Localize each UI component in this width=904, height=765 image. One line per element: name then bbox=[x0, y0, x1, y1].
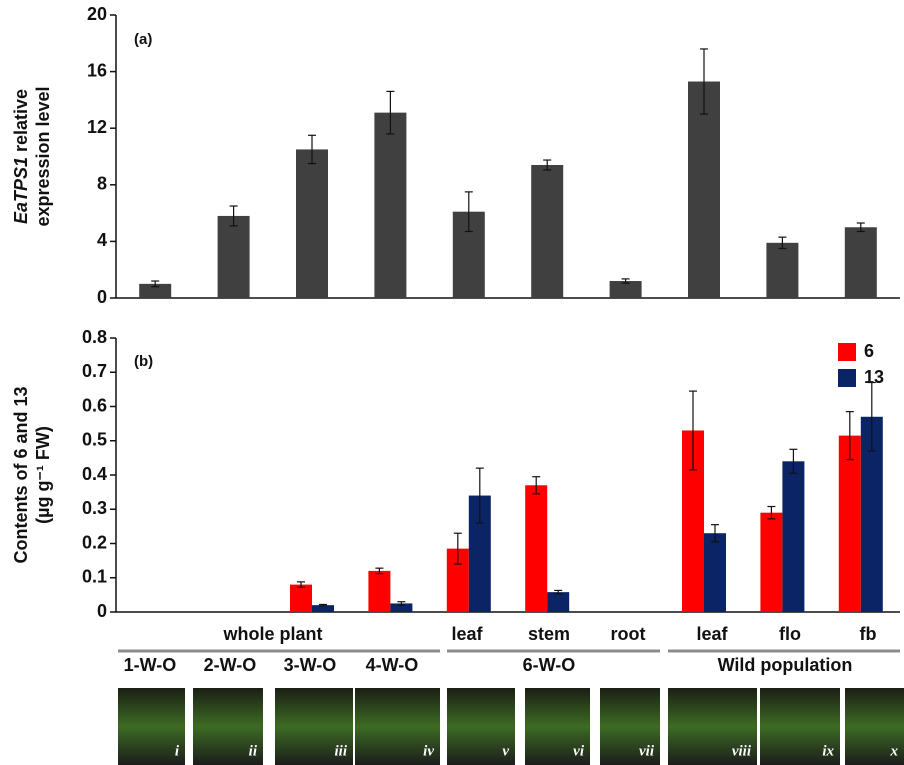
legend-label: 13 bbox=[864, 367, 884, 387]
photo-label: x bbox=[890, 743, 899, 759]
y-axis-label: expression level bbox=[33, 86, 53, 226]
bar bbox=[760, 513, 782, 612]
bar bbox=[704, 533, 726, 612]
y-tick-label: 12 bbox=[87, 117, 107, 137]
y-axis-label-part: relative bbox=[11, 89, 31, 152]
legend-swatch bbox=[838, 369, 856, 387]
photo-label: v bbox=[502, 743, 509, 759]
legend-label: 6 bbox=[864, 341, 874, 361]
y-tick-label: 8 bbox=[97, 174, 107, 194]
bar bbox=[845, 227, 877, 298]
y-tick-label: 0.7 bbox=[82, 361, 107, 381]
bar bbox=[218, 216, 250, 298]
y-axis-label: Contents of 6 and 13 bbox=[11, 386, 31, 563]
photo-label: ix bbox=[822, 743, 834, 759]
group-label: 1-W-O bbox=[124, 655, 177, 675]
figure: 0 4 8 12 16 20 (a) EaTPS1 relativeexpression lev… bbox=[0, 0, 904, 765]
panel-label: (a) bbox=[134, 31, 152, 48]
group-label: Wild population bbox=[718, 655, 853, 675]
bar bbox=[374, 113, 406, 298]
y-tick-label: 16 bbox=[87, 60, 107, 80]
category-label: fb bbox=[860, 624, 877, 644]
y-tick-label: 0.3 bbox=[82, 498, 107, 518]
photo-label: vii bbox=[639, 743, 655, 759]
category-label: whole plant bbox=[223, 624, 323, 644]
group-label: 6-W-O bbox=[523, 655, 576, 675]
y-tick-label: 4 bbox=[97, 230, 107, 250]
bar bbox=[290, 585, 312, 612]
y-tick-label: 0.2 bbox=[82, 532, 107, 552]
photo-label: ii bbox=[249, 743, 258, 759]
y-axis-label: (µg g⁻¹ FW) bbox=[33, 426, 53, 524]
y-tick-label: 0.4 bbox=[82, 464, 107, 484]
photo-label: iv bbox=[423, 743, 434, 759]
bar bbox=[531, 165, 563, 298]
y-tick-label: 0.1 bbox=[82, 567, 107, 587]
group-label: 3-W-O bbox=[284, 655, 337, 675]
y-tick-label: 0.6 bbox=[82, 395, 107, 415]
bar bbox=[547, 592, 569, 612]
photo-label: viii bbox=[732, 743, 752, 759]
bar bbox=[296, 149, 328, 298]
legend-swatch bbox=[838, 343, 856, 361]
bar bbox=[368, 571, 390, 612]
y-tick-label: 0.5 bbox=[82, 430, 107, 450]
category-label: root bbox=[611, 624, 646, 644]
y-tick-label: 20 bbox=[87, 4, 107, 24]
photo-label: iii bbox=[334, 743, 347, 759]
category-label: stem bbox=[528, 624, 570, 644]
photo-label: vi bbox=[573, 743, 585, 759]
bar bbox=[839, 436, 861, 612]
y-tick-label: 0.8 bbox=[82, 327, 107, 347]
y-tick-label: 0 bbox=[97, 601, 107, 621]
category-label: leaf bbox=[451, 624, 483, 644]
y-axis-label-italic: EaTPS1 bbox=[11, 157, 31, 224]
y-axis-label: EaTPS1 relative bbox=[11, 89, 31, 224]
y-tick-label: 0 bbox=[97, 287, 107, 307]
bar bbox=[525, 485, 547, 612]
bar bbox=[782, 461, 804, 612]
category-label: leaf bbox=[696, 624, 728, 644]
panel-label: (b) bbox=[134, 353, 153, 370]
category-label: flo bbox=[779, 624, 801, 644]
bar bbox=[766, 243, 798, 298]
group-label: 4-W-O bbox=[366, 655, 419, 675]
group-label: 2-W-O bbox=[204, 655, 257, 675]
